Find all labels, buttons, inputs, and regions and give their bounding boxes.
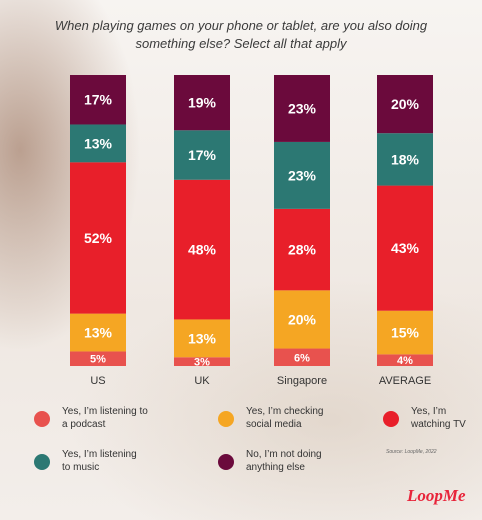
music-dot-icon bbox=[34, 454, 50, 470]
legend-item-podcast: Yes, I’m listening to a podcast bbox=[34, 405, 172, 431]
chart-title: When playing games on your phone or tabl… bbox=[54, 18, 428, 51]
bars-group: 5% 13% 52% 13% 17% 3% 13% 48% 17% 19% 6% 20% 28% 23% 2… bbox=[70, 75, 433, 369]
bar-value-label: 4% bbox=[397, 355, 413, 367]
bar-segment bbox=[274, 141, 330, 209]
bar-value-label: 48% bbox=[188, 242, 217, 258]
bar-value-label: 6% bbox=[294, 352, 310, 364]
bar-segment bbox=[377, 75, 433, 134]
bar-value-label: 17% bbox=[84, 92, 113, 108]
category-label: US bbox=[90, 375, 105, 387]
nothing-dot-icon bbox=[218, 454, 234, 470]
bar-value-label: 52% bbox=[84, 230, 113, 246]
category-label: UK bbox=[194, 375, 210, 387]
bar-segment bbox=[174, 75, 230, 131]
legend-item-nothing: No, I’m not doing anything else bbox=[218, 448, 356, 474]
bar-segment bbox=[70, 162, 126, 314]
bar-value-label: 20% bbox=[288, 311, 317, 327]
bar-value-label: 13% bbox=[84, 135, 113, 151]
bar-segment bbox=[174, 319, 230, 358]
social-media-dot-icon bbox=[218, 411, 234, 427]
bar-segment bbox=[70, 124, 126, 163]
bar-value-label: 23% bbox=[288, 100, 317, 116]
bar-segment bbox=[274, 208, 330, 291]
source-note: Source: LoopMe, 2022 bbox=[386, 449, 437, 455]
bar-value-label: 23% bbox=[288, 167, 317, 183]
bar-segment bbox=[70, 313, 126, 352]
bar-segment bbox=[377, 133, 433, 186]
bar-value-label: 15% bbox=[391, 325, 420, 341]
bar-segment bbox=[174, 179, 230, 320]
bar-value-label: 19% bbox=[188, 95, 217, 111]
bar-segment bbox=[70, 75, 126, 125]
category-labels: US UK Singapore AVERAGE bbox=[90, 375, 431, 387]
legend-item-tv: Yes, I’m watching TV bbox=[383, 405, 481, 431]
bar-segment bbox=[70, 351, 126, 366]
category-label: AVERAGE bbox=[379, 375, 431, 387]
legend-label-nothing: No, I’m not doing anything else bbox=[246, 449, 322, 473]
bar-value-label: 20% bbox=[391, 96, 420, 112]
stacked-bar-chart: 5% 13% 52% 13% 17% 3% 13% 48% 17% 19% 6% 20% 28% 23% 2… bbox=[70, 75, 433, 387]
bar-segment bbox=[274, 75, 330, 142]
bar-value-label: 13% bbox=[84, 325, 113, 341]
bar-value-label: 28% bbox=[288, 242, 317, 258]
bar-segment bbox=[174, 130, 230, 180]
bar-value-label: 17% bbox=[188, 147, 217, 163]
bar-value-label: 18% bbox=[391, 151, 420, 167]
bar-segment bbox=[377, 185, 433, 311]
category-label: Singapore bbox=[277, 375, 327, 387]
bar-value-label: 43% bbox=[391, 240, 420, 256]
tv-dot-icon bbox=[383, 411, 399, 427]
legend-label-music: Yes, I’m listening to music bbox=[62, 449, 137, 473]
bar-segment bbox=[174, 357, 230, 366]
legend-label-tv: Yes, I’m watching TV bbox=[411, 406, 466, 430]
bar-value-label: 13% bbox=[188, 330, 217, 346]
bar-value-label: 5% bbox=[90, 354, 106, 366]
legend-label-podcast: Yes, I’m listening to a podcast bbox=[62, 406, 148, 430]
legend-label-social-media: Yes, I’m checking social media bbox=[246, 406, 324, 430]
bar-value-label: 3% bbox=[194, 357, 210, 369]
bar-segment bbox=[377, 310, 433, 355]
bar-segment bbox=[274, 348, 330, 366]
podcast-dot-icon bbox=[34, 411, 50, 427]
loopme-logo: LoopMe bbox=[407, 486, 466, 505]
bar-segment bbox=[274, 290, 330, 349]
bar-segment bbox=[377, 354, 433, 366]
legend-item-music: Yes, I’m listening to music bbox=[34, 448, 172, 474]
legend-item-social-media: Yes, I’m checking social media bbox=[218, 405, 356, 431]
